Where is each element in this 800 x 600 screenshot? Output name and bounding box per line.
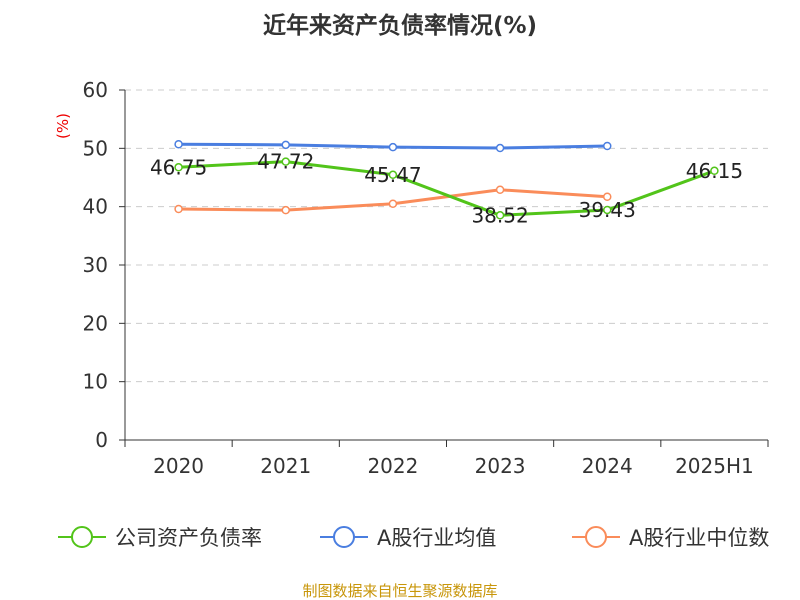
source-note: 制图数据来自恒生聚源数据库 <box>302 582 497 600</box>
chart-title: 近年来资产负债率情况(%) <box>263 12 537 39</box>
x-tick-label: 2023 <box>475 454 526 478</box>
series-line <box>178 160 715 217</box>
y-tick-label: 30 <box>83 253 108 277</box>
data-point[interactable] <box>603 141 612 151</box>
data-point[interactable] <box>603 192 612 201</box>
data-point[interactable] <box>174 140 183 149</box>
y-axis-label: (%) <box>54 113 72 139</box>
data-point[interactable] <box>174 163 183 172</box>
y-tick-label: 40 <box>83 195 108 219</box>
legend-label[interactable]: A股行业中位数 <box>629 526 769 550</box>
data-point[interactable] <box>495 185 505 194</box>
data-point[interactable] <box>281 205 290 215</box>
legend-label[interactable]: 公司资产负债率 <box>115 526 262 550</box>
data-point[interactable] <box>388 170 398 180</box>
legend-label[interactable]: A股行业均值 <box>377 526 496 550</box>
x-tick-label: 2020 <box>153 454 204 478</box>
data-point[interactable] <box>495 143 505 153</box>
y-tick-label: 10 <box>83 370 108 394</box>
data-label: 46.75 <box>150 155 207 179</box>
data-point[interactable] <box>603 205 612 215</box>
legend-marker[interactable] <box>71 526 93 548</box>
data-label: 38.52 <box>471 203 528 227</box>
x-tick-label: 2021 <box>260 454 311 478</box>
y-tick-label: 0 <box>95 428 108 452</box>
data-label: 47.72 <box>257 150 314 174</box>
legend-marker[interactable] <box>585 526 607 548</box>
y-tick-label: 50 <box>83 136 108 160</box>
x-tick-label: 2024 <box>582 454 633 478</box>
data-point[interactable] <box>388 199 398 208</box>
data-label: 45.47 <box>364 163 421 187</box>
data-point[interactable] <box>281 157 290 166</box>
data-point[interactable] <box>495 211 505 220</box>
x-tick-label: 2022 <box>367 454 418 478</box>
data-label: 39.43 <box>579 198 636 222</box>
data-point[interactable] <box>710 166 719 176</box>
y-tick-label: 20 <box>83 311 108 335</box>
data-point[interactable] <box>388 142 398 152</box>
legend-marker[interactable] <box>333 526 355 548</box>
x-tick-label: 2025H1 <box>675 454 754 478</box>
data-point[interactable] <box>174 204 183 214</box>
y-tick-label: 60 <box>83 78 108 102</box>
data-label: 46.15 <box>686 159 743 183</box>
data-point[interactable] <box>281 140 290 150</box>
